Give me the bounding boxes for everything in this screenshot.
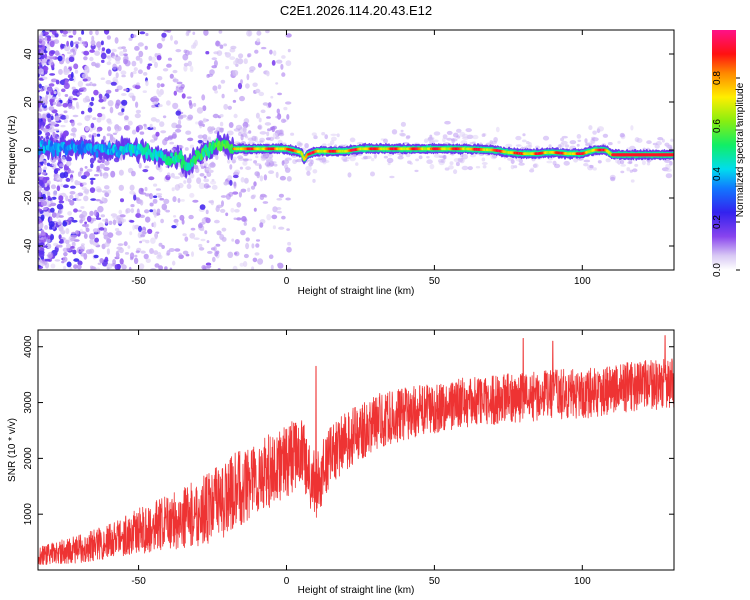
spectrogram-y-tick-label: 20	[23, 96, 34, 108]
spectrogram-panel: -50 0 50 100 -40 -20 0 20 40 Height of straight…	[7, 29, 675, 297]
snr-x-ticks: -50 0 50 100	[131, 330, 591, 587]
spectrogram-y-tick-label: 40	[23, 48, 34, 60]
snr-y-axis-label: SNR (10 * v/v)	[7, 418, 18, 482]
snr-x-tick-label: 0	[284, 576, 290, 587]
spectrogram-y-axis-label: Frequency (Hz)	[7, 116, 18, 185]
colorbar-gradient	[712, 30, 736, 270]
spectrogram-x-axis-label: Height of straight line (km)	[298, 286, 415, 297]
colorbar-tick-label: 0.2	[712, 215, 723, 229]
colorbar-label: Normalized spectral amplitude	[735, 82, 746, 217]
spectrogram-x-tick-label: -50	[131, 276, 146, 287]
snr-y-ticks: 1000 2000 3000 4000	[23, 335, 674, 525]
snr-y-tick-label: 3000	[23, 391, 34, 414]
snr-x-tick-label: 100	[574, 576, 591, 587]
snr-series-line	[38, 335, 674, 565]
colorbar-tick-label: 0.0	[712, 263, 723, 277]
spectrogram-x-tick-label: 0	[284, 276, 290, 287]
spectrogram-x-tick-label: 50	[429, 276, 441, 287]
spectrogram-y-ticks: -40 -20 0 20 40	[23, 48, 674, 253]
spectrogram-y-tick-label: 0	[23, 147, 34, 153]
snr-y-tick-label: 1000	[23, 503, 34, 526]
spectrogram-heatmap	[38, 30, 674, 270]
colorbar-tick-label: 0.8	[712, 71, 723, 85]
snr-x-tick-label: 50	[429, 576, 441, 587]
spectrogram-x-tick-label: 100	[574, 276, 591, 287]
snr-x-axis-label: Height of straight line (km)	[298, 585, 415, 596]
figure-title: C2E1.2026.114.20.43.E12	[280, 3, 432, 18]
snr-panel: -50 0 50 100 1000 2000 3000 4000 Height of str…	[7, 329, 675, 596]
snr-y-tick-label: 4000	[23, 335, 34, 358]
spectrogram-x-ticks: -50 0 50 100	[131, 30, 591, 287]
snr-plot-frame	[37, 329, 675, 571]
colorbar-tick-label: 0.6	[712, 119, 723, 133]
colorbar-tick-label: 0.4	[712, 167, 723, 181]
spectrogram-y-tick-label: -40	[23, 238, 34, 253]
spectrogram-y-tick-label: -20	[23, 190, 34, 205]
snr-x-tick-label: -50	[131, 576, 146, 587]
colorbar-ticks: 0.0 0.2 0.4 0.6 0.8	[712, 71, 740, 277]
snr-y-tick-label: 2000	[23, 447, 34, 470]
colorbar: 0.0 0.2 0.4 0.6 0.8 Normalized spectral ampl…	[712, 30, 746, 277]
